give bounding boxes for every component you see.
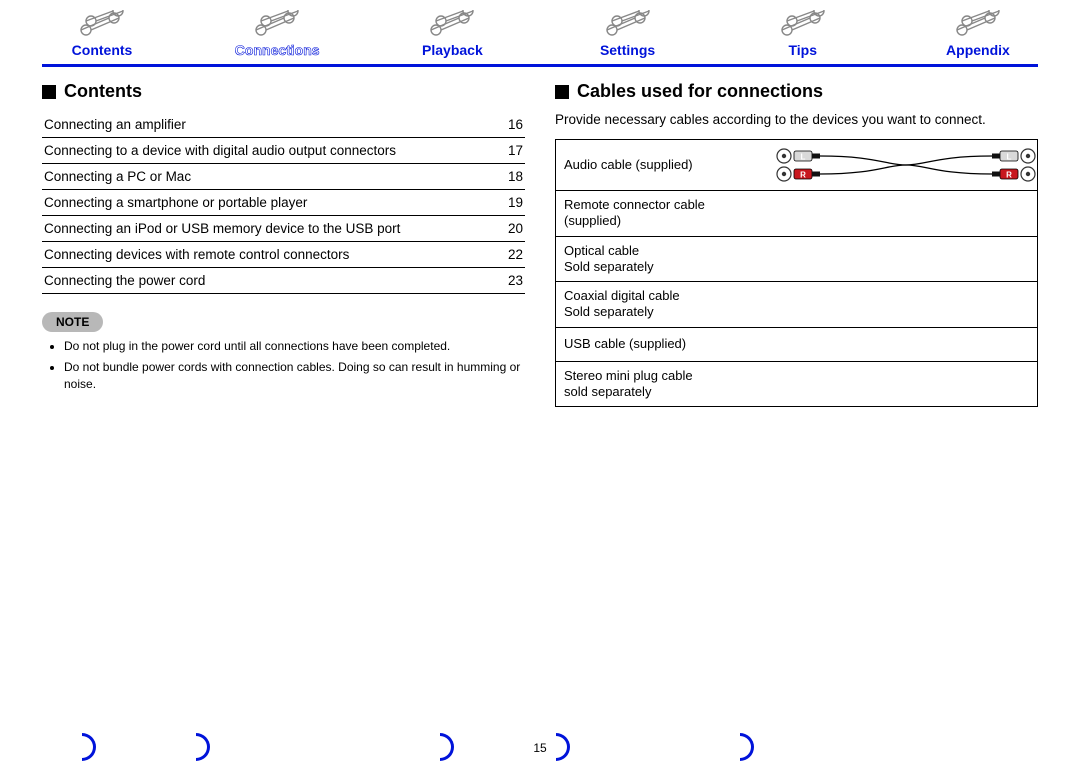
nav-tab-contents[interactable]: Contents — [42, 10, 162, 58]
toc-page: 18 — [508, 169, 523, 184]
note-badge: NOTE — [42, 312, 103, 332]
battery-icon — [955, 10, 1001, 38]
page-number: 15 — [0, 741, 1080, 755]
toc-row[interactable]: Connecting a PC or Mac 18 — [42, 164, 525, 190]
note-item: Do not bundle power cords with connectio… — [64, 359, 525, 393]
cable-label: Remote connector cable (supplied) — [556, 191, 768, 236]
cable-table: Audio cable (supplied) L R L R R — [555, 139, 1038, 407]
toc-title: Connecting an iPod or USB memory device … — [44, 221, 400, 236]
battery-icon — [79, 10, 125, 38]
nav-label: Connections — [235, 42, 320, 58]
cable-label: Audio cable (supplied) — [556, 151, 768, 179]
nav-label: Contents — [72, 42, 133, 58]
cable-label: Coaxial digital cableSold separately — [556, 282, 768, 327]
toc-row[interactable]: Connecting an amplifier 16 — [42, 112, 525, 138]
cable-label: Optical cableSold separately — [556, 237, 768, 282]
footer-arc — [440, 733, 454, 761]
nav-label: Appendix — [946, 42, 1010, 58]
cable-row: Audio cable (supplied) L R L R — [556, 140, 1037, 190]
cable-illustration: L R L R — [768, 140, 1044, 190]
toc-row[interactable]: Connecting devices with remote control c… — [42, 242, 525, 268]
toc-title: Connecting an amplifier — [44, 117, 186, 132]
toc-page: 17 — [508, 143, 523, 158]
cable-row: Optical cableSold separately — [556, 236, 1037, 282]
cable-illustration — [768, 340, 1037, 348]
footer-arc — [196, 733, 210, 761]
footer-arc — [740, 733, 754, 761]
cables-section: Cables used for connections Provide nece… — [555, 81, 1038, 407]
contents-heading: Contents — [42, 81, 525, 102]
audio-cable-icon: L R L R — [776, 144, 1036, 186]
svg-text:R: R — [1006, 171, 1012, 180]
toc-title: Connecting a smartphone or portable play… — [44, 195, 307, 210]
cable-row: Coaxial digital cableSold separately — [556, 281, 1037, 327]
toc-list: Connecting an amplifier 16 Connecting to… — [42, 112, 525, 294]
cables-heading: Cables used for connections — [555, 81, 1038, 102]
toc-page: 20 — [508, 221, 523, 236]
nav-tab-appendix[interactable]: Appendix — [918, 10, 1038, 58]
footer-arc — [82, 733, 96, 761]
nav-label: Tips — [788, 42, 817, 58]
cable-illustration — [768, 380, 1037, 388]
toc-title: Connecting to a device with digital audi… — [44, 143, 396, 158]
toc-page: 19 — [508, 195, 523, 210]
toc-title: Connecting a PC or Mac — [44, 169, 191, 184]
cables-intro: Provide necessary cables according to th… — [555, 112, 1038, 127]
heading-text: Contents — [64, 81, 142, 102]
svg-text:L: L — [800, 153, 805, 162]
nav-label: Settings — [600, 42, 655, 58]
toc-row[interactable]: Connecting an iPod or USB memory device … — [42, 216, 525, 242]
battery-icon — [254, 10, 300, 38]
cable-illustration — [768, 209, 1037, 217]
cable-row: USB cable (supplied) — [556, 327, 1037, 361]
top-nav: Contents Connections Playback — [42, 10, 1038, 67]
contents-section: Contents Connecting an amplifier 16 Conn… — [42, 81, 525, 407]
svg-text:R: R — [800, 171, 806, 180]
toc-page: 22 — [508, 247, 523, 262]
svg-text:L: L — [1006, 153, 1011, 162]
toc-page: 16 — [508, 117, 523, 132]
battery-icon — [780, 10, 826, 38]
nav-tab-connections[interactable]: Connections — [217, 10, 337, 58]
cable-row: Remote connector cable (supplied) — [556, 190, 1037, 236]
nav-tab-playback[interactable]: Playback — [392, 10, 512, 58]
cable-label: Stereo mini plug cablesold separately — [556, 362, 768, 407]
toc-title: Connecting devices with remote control c… — [44, 247, 349, 262]
toc-title: Connecting the power cord — [44, 273, 205, 288]
toc-row[interactable]: Connecting a smartphone or portable play… — [42, 190, 525, 216]
cable-illustration — [768, 300, 1037, 308]
nav-tab-tips[interactable]: Tips — [743, 10, 863, 58]
battery-icon — [429, 10, 475, 38]
toc-row[interactable]: Connecting the power cord 23 — [42, 268, 525, 294]
toc-row[interactable]: Connecting to a device with digital audi… — [42, 138, 525, 164]
nav-label: Playback — [422, 42, 483, 58]
note-item: Do not plug in the power cord until all … — [64, 338, 525, 355]
heading-text: Cables used for connections — [577, 81, 823, 102]
footer-arc — [556, 733, 570, 761]
cable-row: Stereo mini plug cablesold separately — [556, 361, 1037, 407]
toc-page: 23 — [508, 273, 523, 288]
note-list: Do not plug in the power cord until all … — [42, 338, 525, 392]
cable-illustration — [768, 255, 1037, 263]
battery-icon — [605, 10, 651, 38]
nav-tab-settings[interactable]: Settings — [568, 10, 688, 58]
cable-label: USB cable (supplied) — [556, 330, 768, 358]
